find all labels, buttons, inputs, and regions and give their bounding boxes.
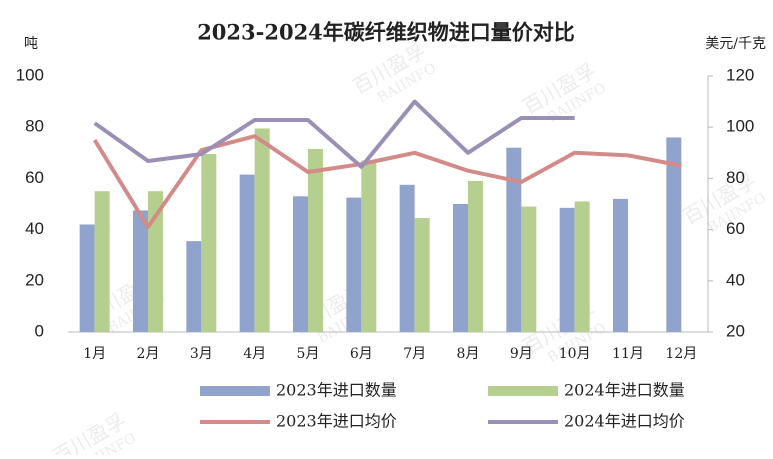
bar [148,191,163,332]
bar [574,201,590,332]
bar [79,224,95,332]
y2-tick-label: 100 [726,117,754,136]
bar [468,180,483,332]
x-tick-label: 9月 [510,346,533,362]
y2-tick-label: 20 [726,321,745,340]
chart-title: 2023-2024年碳纤维织物进口量价对比 [197,20,575,45]
bar [133,210,148,332]
y2-tick-label: 80 [726,168,745,187]
y2-tick-label: 40 [726,270,745,289]
bar [361,160,377,332]
y-tick-label: 100 [16,65,44,84]
bar [414,218,430,332]
x-tick-label: 2月 [137,346,160,362]
y-tick-label: 20 [25,270,44,289]
y-tick-label: 0 [35,321,44,340]
y2-tick-label: 60 [726,219,745,238]
bar [293,196,308,332]
legend-swatch [488,386,558,396]
x-tick-label: 4月 [243,346,266,362]
x-tick-label: 1月 [83,346,106,362]
line [92,134,682,230]
legend-label: 2023年进口数量 [276,381,397,400]
y-axis-label: 吨 [24,36,38,52]
bar [521,206,537,332]
x-tick-label: 11月 [612,346,644,362]
bar [506,147,522,332]
bar [666,137,682,332]
x-tick-label: 3月 [190,346,213,362]
bar [94,191,110,332]
y2-tick-label: 120 [726,65,754,84]
x-tick-label: 7月 [403,346,426,362]
bar [201,154,217,332]
x-tick-label: 10月 [559,346,591,362]
x-tick-label: 12月 [665,346,697,362]
bar [254,128,270,332]
bar [239,174,255,332]
line [93,99,575,169]
x-tick-label: 8月 [457,346,480,362]
bar [346,197,362,332]
y-tick-label: 40 [25,219,44,238]
legend-label: 2023年进口均价 [276,412,397,431]
legend-swatch [200,386,270,396]
bar [399,184,415,332]
y2-axis-label: 美元/千克 [705,36,766,52]
bar [186,241,202,332]
x-tick-label: 5月 [297,346,320,362]
bar [308,148,323,332]
x-tick-label: 6月 [350,346,373,362]
bar [559,207,575,332]
y-tick-label: 80 [25,117,44,136]
legend-label: 2024年进口数量 [564,381,685,400]
legend-label: 2024年进口均价 [564,412,685,431]
bar [453,204,468,332]
y-tick-label: 60 [25,168,44,187]
bar [613,198,628,332]
